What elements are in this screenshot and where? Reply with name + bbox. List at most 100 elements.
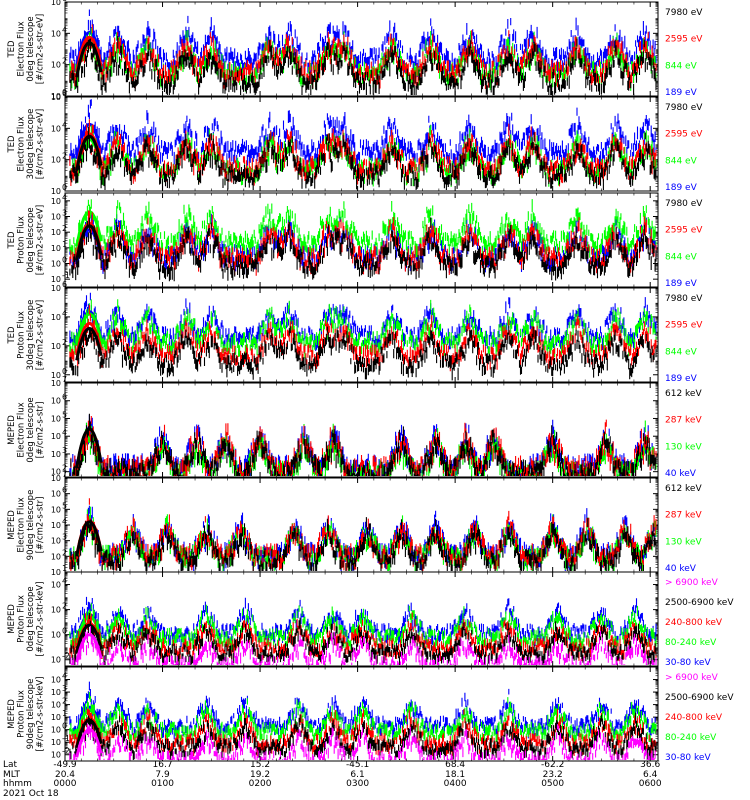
y-tick-exponent: 4: [62, 672, 67, 681]
y-tick-label: 10: [51, 29, 61, 38]
legend-entry: 40 keV: [665, 564, 697, 574]
panel-2: 100102104106TEDElectron Flux30deg telesc…: [7, 89, 703, 196]
y-tick-exponent: 2: [62, 57, 67, 66]
y-tick-exponent: 0: [62, 627, 67, 636]
series-trace: [69, 199, 657, 260]
legend-entry: 80-240 keV: [665, 638, 717, 648]
y-tick-label: 10: [51, 713, 61, 722]
footer-mlt: 6.4: [643, 770, 658, 780]
series-hump: [75, 633, 103, 663]
legend-entry: 844 eV: [665, 252, 698, 262]
series-1: [69, 517, 657, 571]
panel-1: 100102104106TEDElectron Flux0deg telesco…: [7, 0, 703, 101]
y-tick-label: 10: [51, 397, 61, 406]
footer-mlt: 20.4: [55, 770, 75, 780]
plot-area: [69, 199, 657, 282]
y-tick-exponent: 5: [62, 410, 67, 419]
legend-entry: 2500-6900 keV: [665, 693, 734, 703]
series-trace: [69, 413, 657, 476]
y-tick-label: 10: [51, 244, 61, 253]
y-axis-label-line: MEPED: [7, 604, 17, 634]
legend-entry: 30-80 keV: [665, 753, 711, 763]
legend-entry: 189 eV: [665, 183, 698, 193]
series-3: [69, 299, 657, 359]
y-tick-exponent: 4: [62, 428, 67, 437]
y-tick-label: 10: [51, 568, 61, 577]
series-1: [69, 325, 657, 381]
legend-entry: 189 eV: [665, 374, 698, 384]
y-tick-label: 10: [51, 676, 61, 685]
y-tick-exponent: 6: [62, 486, 67, 495]
plot-area: [69, 99, 657, 190]
y-axis-label: TEDElectron Flux30deg telescope[#/cm2-s-…: [7, 109, 46, 180]
series-1: [69, 217, 657, 282]
series-hump: [75, 728, 103, 758]
series-hump: [75, 321, 103, 356]
legend-entry: 240-800 keV: [665, 713, 723, 723]
legend-entry: 287 keV: [665, 416, 702, 426]
series-trace: [69, 126, 657, 190]
footer-row-label: hhmm: [3, 779, 32, 789]
plot-area: [69, 681, 657, 760]
legend-entry: 240-800 keV: [665, 618, 723, 628]
y-tick-label: 10: [51, 581, 61, 590]
series-hump: [75, 520, 103, 557]
y-tick-exponent: 2: [62, 548, 67, 557]
footer-hhmm: 0500: [541, 779, 564, 789]
legend-entry: 189 eV: [665, 88, 698, 98]
legend-entry: 2595 eV: [665, 321, 703, 331]
footer-lat: 15.2: [250, 760, 270, 770]
y-axis-label-line: TED: [7, 231, 17, 250]
y-tick-exponent: 6: [62, 89, 67, 98]
series-1: [69, 723, 656, 760]
plot-frame: [64, 96, 659, 192]
y-axis-label-line: [#/cm2-s-str-eV]: [36, 14, 46, 84]
series-hump: [75, 35, 103, 72]
series-2: [69, 498, 657, 571]
plot-frame: [64, 382, 659, 478]
y-axis-label-line: Proton Flux: [17, 216, 27, 264]
footer-mlt: 18.1: [445, 770, 465, 780]
series-trace: [69, 723, 656, 760]
y-tick-label: 10: [51, 606, 61, 615]
y-tick-exponent: 4: [62, 517, 67, 526]
legend-entry: 189 eV: [665, 279, 698, 289]
y-axis-label-line: TED: [7, 326, 17, 345]
legend-entry: 30-80 keV: [665, 658, 711, 668]
y-tick-label: 10: [51, 505, 61, 514]
plot-frame: [64, 1, 659, 97]
footer-row-label: MLT: [3, 770, 21, 780]
legend-entry: 7980 eV: [665, 8, 703, 18]
plot-frame: [64, 571, 659, 667]
y-tick-label: 10: [51, 552, 61, 561]
y-tick-exponent: 2: [62, 697, 67, 706]
legend-entry: 844 eV: [665, 61, 698, 71]
y-tick-exponent: 4: [62, 25, 67, 34]
panel-3: 10-1100101102103104TEDProton Flux0deg te…: [7, 192, 703, 289]
y-tick-exponent: 3: [62, 209, 67, 218]
y-tick-label: 10: [51, 92, 61, 101]
footer-hhmm: 0600: [639, 779, 662, 789]
y-tick-label: 10: [51, 0, 61, 7]
y-tick-exponent: 2: [62, 464, 67, 473]
y-tick-label: 10: [51, 156, 61, 165]
y-axis-label-line: 90deg telescope: [26, 679, 36, 750]
y-tick-exponent: 0: [62, 367, 67, 376]
legend-entry: 612 keV: [665, 484, 702, 494]
legend-entry: 2595 eV: [665, 226, 703, 236]
legend-entry: 40 keV: [665, 469, 697, 479]
y-tick-label: 10: [51, 468, 61, 477]
series-hump: [75, 134, 103, 171]
y-axis-label-line: 30deg telescope: [26, 300, 36, 371]
y-axis-label: MEPEDElectron Flux0deg telescope[#/cm2-s…: [7, 397, 46, 462]
y-tick-label: 10: [51, 450, 61, 459]
series-2: [69, 24, 657, 90]
y-axis-label-line: Proton Flux: [17, 595, 27, 643]
y-axis-label-line: [#/cm2-s-str-keV]: [36, 677, 46, 752]
y-tick-label: 10: [51, 197, 61, 206]
footer-lat: 68.4: [445, 760, 465, 770]
date-label: 2021 Oct 18: [3, 789, 59, 799]
series-trace: [69, 36, 657, 95]
y-tick-label: 10: [51, 474, 61, 483]
